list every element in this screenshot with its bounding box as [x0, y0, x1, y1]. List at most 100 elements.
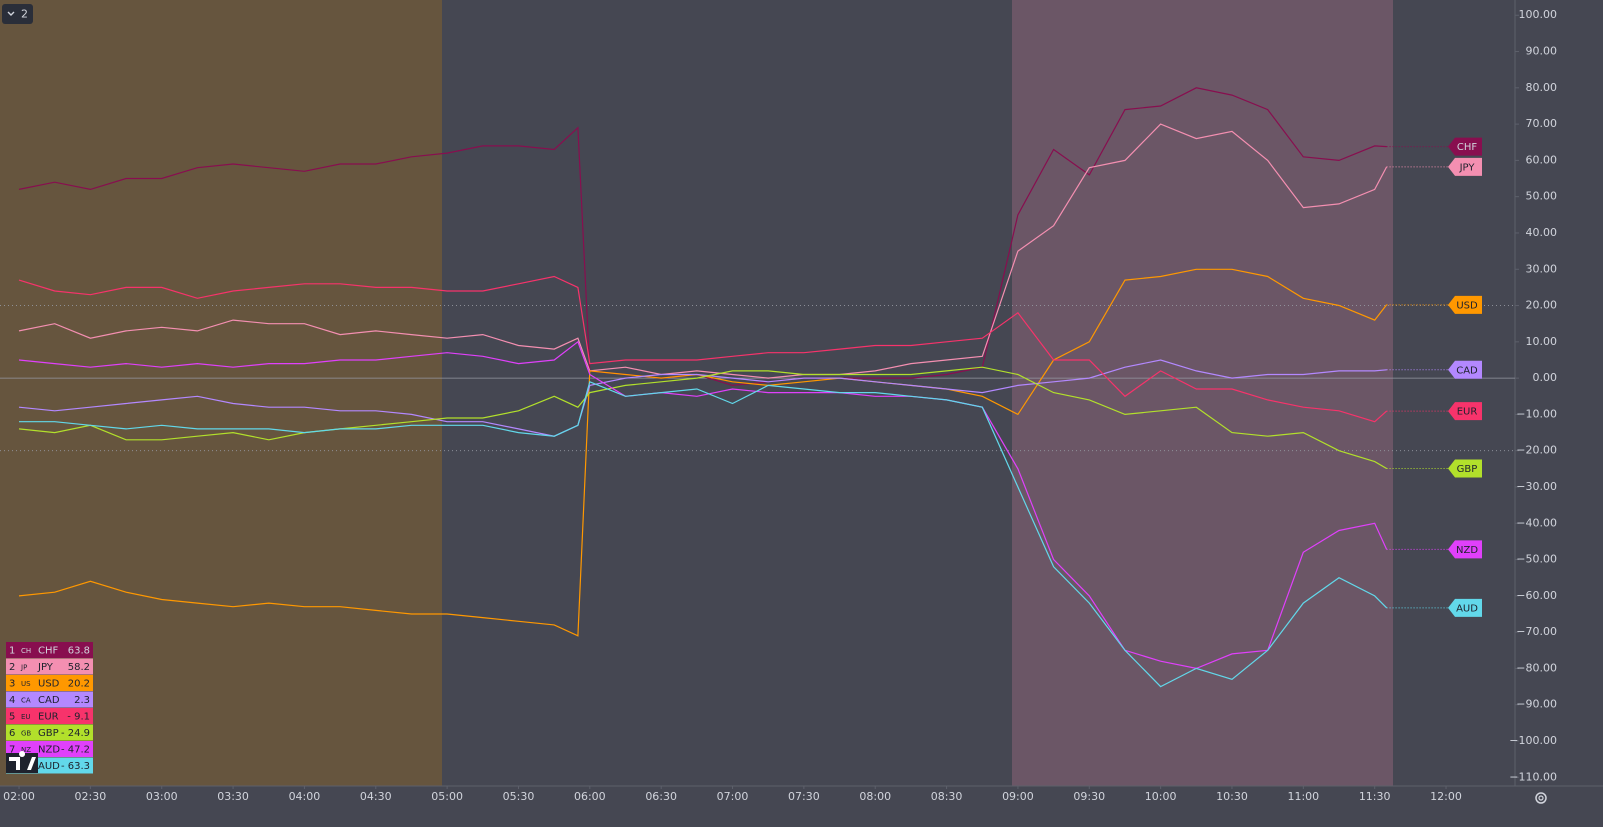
x-tick-label: 09:00 [1002, 790, 1034, 803]
y-tick-label: −30.00 [1516, 480, 1557, 493]
x-tick-label: 06:00 [574, 790, 606, 803]
x-tick-label: 08:00 [859, 790, 891, 803]
x-tick-label: 07:30 [788, 790, 820, 803]
legend-row [6, 724, 93, 741]
tag-label: GBP [1457, 464, 1478, 475]
x-tick-label: 02:30 [75, 790, 107, 803]
y-tick-label: 0.00 [1533, 371, 1558, 384]
y-tick-label: −100.00 [1509, 734, 1557, 747]
legend-row [6, 658, 93, 675]
x-tick-label: 03:30 [217, 790, 249, 803]
x-tick-label: 05:30 [503, 790, 535, 803]
x-tick-label: 12:00 [1430, 790, 1462, 803]
price-tag [1448, 137, 1482, 156]
tag-label: NZD [1456, 545, 1478, 556]
price-axis [1515, 0, 1603, 827]
price-tag [1448, 459, 1482, 478]
legend-index: 1 [9, 646, 15, 657]
legend-row [6, 675, 93, 691]
settings-icon[interactable] [1535, 792, 1547, 804]
legend-index: 6 [9, 728, 15, 739]
legend-code: NZ [21, 746, 31, 754]
legend-value: - 9.1 [67, 712, 90, 723]
plot [0, 87, 1515, 688]
x-tick-label: 02:00 [3, 790, 35, 803]
legend-name: NZD [38, 745, 60, 756]
tag-label: JPY [1459, 162, 1476, 173]
series-line [18, 123, 1388, 379]
x-tick-label: 08:30 [931, 790, 963, 803]
y-tick-label: 40.00 [1526, 226, 1558, 239]
y-tick-label: −110.00 [1509, 770, 1557, 783]
series-line [18, 366, 1387, 470]
x-tick-label: 06:30 [645, 790, 677, 803]
y-tick-label: −90.00 [1516, 698, 1557, 711]
price-tag [1448, 295, 1482, 314]
x-tick-label: 04:30 [360, 790, 392, 803]
legend-index: 2 [9, 662, 15, 673]
logo [9, 751, 36, 770]
button-label: 2 [21, 8, 28, 21]
legend-row [6, 708, 93, 724]
legend-name: EUR [38, 712, 59, 723]
legend-code: CH [21, 647, 31, 655]
price-tag [1448, 598, 1482, 617]
time-axis [0, 786, 1603, 827]
legend-value: 58.2 [68, 662, 90, 673]
series-line [19, 380, 1388, 688]
collapse-button[interactable] [2, 4, 33, 24]
series-line [18, 340, 1388, 670]
tag-label: EUR [1457, 407, 1478, 418]
y-tick-label: −50.00 [1516, 553, 1557, 566]
y-tick-label: 30.00 [1526, 262, 1558, 275]
legend-index: 3 [9, 679, 15, 690]
legend-code: GB [21, 730, 31, 738]
settings-icon-core [1538, 795, 1544, 801]
y-tick-label: 80.00 [1526, 81, 1558, 94]
price-tag [1448, 540, 1482, 559]
tag-label: AUD [1456, 603, 1478, 614]
legend-code: JP [20, 664, 27, 672]
x-tick-label: 03:00 [146, 790, 178, 803]
chevron-icon [7, 11, 15, 16]
legend-code: US [21, 680, 31, 688]
tag-label: USD [1456, 300, 1478, 311]
y-tick-label: −20.00 [1516, 444, 1557, 457]
series-line [18, 275, 1387, 423]
y-tick-label: −70.00 [1516, 625, 1557, 638]
y-tick-label: 20.00 [1526, 299, 1558, 312]
legend-value: - 24.9 [61, 728, 90, 739]
x-tick-label: 04:00 [289, 790, 321, 803]
legend-code: CA [21, 697, 31, 705]
legend-row [6, 691, 93, 708]
x-tick-label: 09:30 [1073, 790, 1105, 803]
legend-index: 4 [9, 695, 15, 706]
legend-value: - 47.2 [61, 745, 90, 756]
x-tick-label: 11:30 [1359, 790, 1391, 803]
legend-code: EU [21, 713, 31, 721]
y-tick-label: 60.00 [1526, 153, 1558, 166]
y-tick-label: 70.00 [1526, 117, 1558, 130]
legend-value: - 63.3 [61, 761, 90, 772]
tag-label: CAD [1456, 365, 1478, 376]
legend-index: 7 [9, 745, 15, 756]
x-tick-label: 11:00 [1287, 790, 1319, 803]
y-tick-label: −80.00 [1516, 661, 1557, 674]
price-tag [1448, 402, 1482, 421]
y-tick-label: −40.00 [1516, 516, 1557, 529]
y-tick-label: 90.00 [1526, 45, 1558, 58]
legend-index: 5 [9, 712, 15, 723]
legend-name: CAD [38, 695, 60, 706]
series-line [18, 359, 1387, 437]
y-tick-label: 100.00 [1519, 8, 1558, 21]
x-tick-label: 05:00 [431, 790, 463, 803]
legend-name: JPY [37, 662, 54, 673]
y-tick-label: −60.00 [1516, 589, 1557, 602]
legend-name: GBP [38, 728, 59, 739]
x-tick-label: 10:30 [1216, 790, 1248, 803]
y-tick-label: −10.00 [1516, 407, 1557, 420]
legend-value: 2.3 [74, 695, 90, 706]
tag-label: CHF [1457, 142, 1478, 153]
